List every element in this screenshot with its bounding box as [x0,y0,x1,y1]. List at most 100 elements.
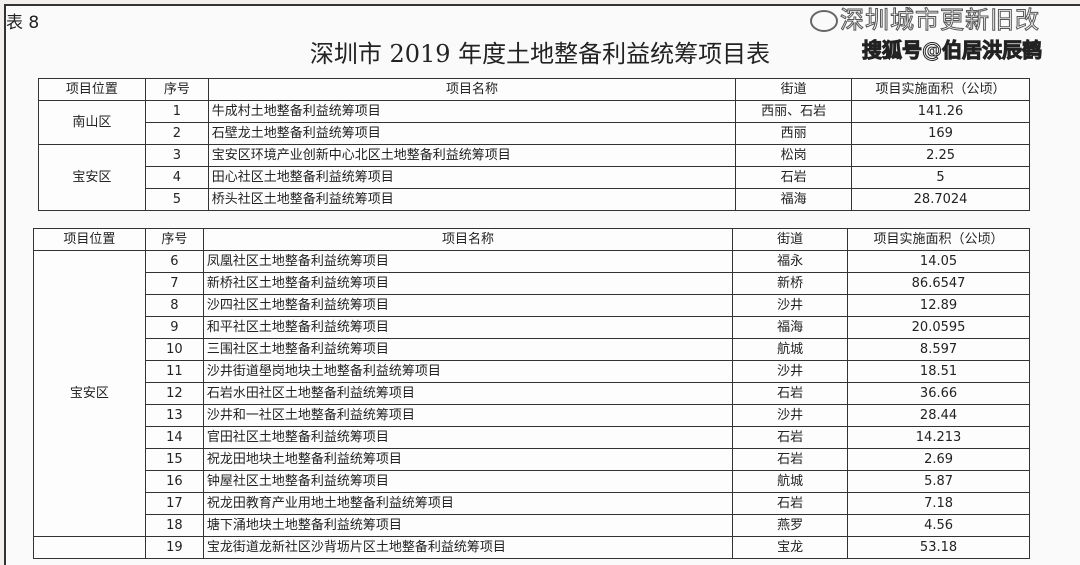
area-cell: 4.56 [847,514,1030,537]
watermark-sohu: 搜狐号@伯居洪辰鹤 [862,38,1043,63]
street-cell: 燕罗 [732,514,849,537]
project-name-cell: 官田社区土地整备利益统筹项目 [202,426,734,449]
area-cell: 14.05 [847,250,1030,273]
project-name-cell: 沙四社区土地整备利益统筹项目 [202,294,734,317]
area-cell: 7.18 [847,492,1030,515]
street-cell: 福永 [732,250,849,273]
street-cell: 石岩 [732,382,849,405]
area-cell: 141.26 [851,100,1030,123]
watermark-account: 深圳城市更新旧改 [840,6,1040,35]
area-cell: 28.7024 [851,188,1030,211]
table-row: 宝安区 3 宝安区环境产业创新中心北区土地整备利益统筹项目 松岗 2.25 [38,144,1030,211]
project-name-cell: 石壁龙土地整备利益统筹项目 [207,122,737,145]
column-header: 项目实施面积（公顷） [851,78,1030,101]
index-cell: 12 [144,382,204,405]
project-name-cell: 沙井和一社区土地整备利益统筹项目 [202,404,734,427]
district-cell [33,536,146,559]
index-cell: 10 [144,338,204,361]
index-cell: 17 [144,492,204,515]
column-header: 项目实施面积（公顷） [847,228,1030,251]
area-cell: 86.6547 [847,272,1030,295]
project-name-cell: 和平社区土地整备利益统筹项目 [202,316,734,339]
project-name-cell: 牛成村土地整备利益统筹项目 [207,100,737,123]
column-header: 项目位置 [33,228,146,251]
table-row: 17 祝龙田教育产业用地土地整备利益统筹项目 石岩 7.18 [34,492,1030,515]
table-row: 14 官田社区土地整备利益统筹项目 石岩 14.213 [34,426,1030,449]
header-row: 项目位置 序号 项目名称 街道 项目实施面积（公顷） [33,228,1030,251]
street-cell: 西丽 [735,122,853,145]
street-cell: 福海 [735,188,853,211]
street-cell: 石岩 [735,166,853,189]
area-cell: 12.89 [847,294,1030,317]
index-cell: 11 [144,360,204,383]
area-cell: 14.213 [847,426,1030,449]
table-row: 16 钟屋社区土地整备利益统筹项目 航城 5.87 [34,470,1030,493]
index-cell: 7 [144,272,204,295]
table-row: 10 三围社区土地整备利益统筹项目 航城 8.597 [34,338,1030,361]
district-cell: 南山区 [38,100,146,145]
street-cell: 新桥 [732,272,849,295]
index-cell: 15 [144,448,204,471]
project-name-cell: 宝安区环境产业创新中心北区土地整备利益统筹项目 [207,144,737,167]
area-cell: 2.25 [851,144,1030,167]
area-cell: 18.51 [847,360,1030,383]
street-cell: 石岩 [732,448,849,471]
table-row: 11 沙井街道壆岗地块土地整备利益统筹项目 沙井 18.51 [34,360,1030,383]
table-row: 15 祝龙田地块土地整备利益统筹项目 石岩 2.69 [34,448,1030,471]
column-header: 街道 [735,78,853,101]
wechat-icon [810,10,838,32]
district-cell: 宝安区 [33,250,146,537]
index-cell: 13 [144,404,204,427]
street-cell: 航城 [732,470,849,493]
index-cell: 14 [144,426,204,449]
area-cell: 5 [851,166,1030,189]
street-cell: 沙井 [732,294,849,317]
street-cell: 石岩 [732,492,849,515]
area-cell: 36.66 [847,382,1030,405]
project-name-cell: 祝龙田地块土地整备利益统筹项目 [202,448,734,471]
project-name-cell: 塘下涌地块土地整备利益统筹项目 [202,514,734,537]
project-name-cell: 宝龙街道龙新社区沙背坜片区土地整备利益统筹项目 [202,536,734,559]
project-name-cell: 新桥社区土地整备利益统筹项目 [202,272,734,295]
column-header: 项目名称 [202,228,734,251]
table-row: 南山区 1 牛成村土地整备利益统筹项目 西丽、石岩 141.26 [38,100,1030,145]
header-row: 项目位置 序号 项目名称 街道 项目实施面积（公顷） [38,78,1030,101]
column-header: 项目名称 [207,78,737,101]
project-table-1: 项目位置 序号 项目名称 街道 项目实施面积（公顷） 南山区 1 牛成村土地整备利益统筹项目西… [38,78,1030,211]
index-cell: 9 [144,316,204,339]
project-name-cell: 沙井街道壆岗地块土地整备利益统筹项目 [202,360,734,383]
index-cell: 18 [144,514,204,537]
index-cell: 4 [144,166,209,189]
table-row: 19 宝龙街道龙新社区沙背坜片区土地整备利益统筹项目 宝龙 53.18 [33,536,1030,559]
street-cell: 西丽、石岩 [735,100,853,123]
area-cell: 5.87 [847,470,1030,493]
index-cell: 1 [144,100,209,123]
table-row: 8 沙四社区土地整备利益统筹项目 沙井 12.89 [34,294,1030,317]
area-cell: 8.597 [847,338,1030,361]
street-cell: 石岩 [732,426,849,449]
street-cell: 沙井 [732,360,849,383]
area-cell: 20.0595 [847,316,1030,339]
page-title: 深圳市 2019 年度土地整备利益统筹项目表 [309,40,771,68]
table-row: 4 田心社区土地整备利益统筹项目 石岩 5 [39,166,1030,189]
project-name-cell: 桥头社区土地整备利益统筹项目 [207,188,737,211]
area-cell: 169 [851,122,1030,145]
index-cell: 5 [144,188,209,211]
index-cell: 19 [144,536,204,559]
table-row: 2 石壁龙土地整备利益统筹项目 西丽 169 [39,122,1030,145]
index-cell: 2 [144,122,209,145]
project-name-cell: 祝龙田教育产业用地土地整备利益统筹项目 [202,492,734,515]
index-cell: 16 [144,470,204,493]
table-row: 宝安区 6 凤凰社区土地整备利益统筹项目 福永 14.05 [33,250,1030,537]
project-name-cell: 石岩水田社区土地整备利益统筹项目 [202,382,734,405]
project-name-cell: 田心社区土地整备利益统筹项目 [207,166,737,189]
area-cell: 53.18 [847,536,1030,559]
index-cell: 6 [144,250,204,273]
project-name-cell: 钟屋社区土地整备利益统筹项目 [202,470,734,493]
project-name-cell: 凤凰社区土地整备利益统筹项目 [202,250,734,273]
table-label: 表 8 [6,13,40,33]
district-cell: 宝安区 [38,144,146,211]
index-cell: 3 [144,144,209,167]
column-header: 项目位置 [38,78,146,101]
area-cell: 2.69 [847,448,1030,471]
